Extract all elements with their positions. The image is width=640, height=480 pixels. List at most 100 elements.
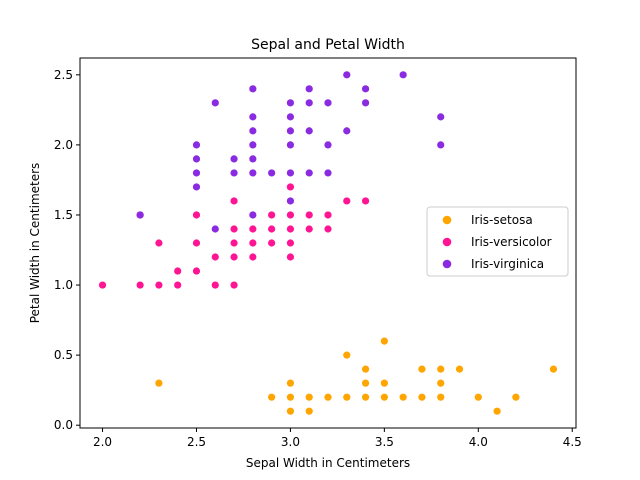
point-iris-virginica	[286, 197, 295, 205]
point-iris-virginica	[249, 155, 257, 163]
x-tick-label: 3.5	[375, 435, 394, 449]
point-iris-virginica	[305, 85, 313, 93]
point-iris-versicolor	[230, 281, 238, 289]
point-iris-virginica	[211, 99, 219, 107]
point-iris-versicolor	[249, 225, 257, 233]
point-iris-virginica	[249, 127, 257, 135]
point-iris-setosa	[437, 393, 445, 401]
point-iris-virginica	[324, 99, 332, 107]
point-iris-virginica	[305, 99, 313, 107]
point-iris-virginica	[230, 169, 238, 177]
point-iris-setosa	[361, 393, 370, 401]
point-iris-setosa	[155, 379, 163, 387]
point-iris-versicolor	[230, 197, 238, 205]
y-axis: 0.0 0.5 1.0 1.5 2.0 2.5	[54, 68, 80, 432]
point-iris-versicolor	[286, 253, 295, 261]
point-iris-virginica	[268, 169, 276, 177]
point-iris-versicolor	[268, 211, 276, 219]
point-iris-virginica	[249, 113, 257, 121]
point-iris-setosa	[437, 379, 445, 387]
legend-marker-iris-versicolor	[442, 237, 452, 247]
point-iris-virginica	[249, 85, 257, 93]
point-iris-versicolor	[155, 281, 163, 289]
point-iris-virginica	[324, 169, 332, 177]
point-iris-setosa	[286, 407, 295, 415]
point-iris-virginica	[192, 141, 201, 149]
point-iris-setosa	[268, 393, 276, 401]
point-iris-setosa	[361, 379, 370, 387]
point-iris-versicolor	[286, 239, 295, 247]
point-iris-virginica	[249, 211, 257, 219]
point-iris-versicolor	[230, 239, 238, 247]
point-iris-versicolor	[343, 197, 351, 205]
point-iris-versicolor	[211, 253, 219, 261]
point-iris-virginica	[305, 169, 313, 177]
point-iris-versicolor	[249, 253, 257, 261]
legend: Iris-setosa Iris-versicolor Iris-virginica	[426, 206, 569, 277]
point-iris-setosa	[493, 407, 501, 415]
point-iris-virginica	[286, 113, 295, 121]
point-iris-setosa	[324, 393, 332, 401]
point-iris-virginica	[286, 99, 295, 107]
point-iris-setosa	[512, 393, 520, 401]
point-iris-virginica	[361, 99, 370, 107]
point-iris-setosa	[399, 393, 407, 401]
point-iris-virginica	[286, 141, 295, 149]
point-iris-virginica	[437, 141, 445, 149]
point-iris-versicolor	[98, 281, 107, 289]
point-iris-versicolor	[136, 281, 144, 289]
point-iris-versicolor	[268, 239, 276, 247]
point-iris-virginica	[192, 183, 201, 191]
point-iris-versicolor	[230, 225, 238, 233]
point-iris-setosa	[437, 365, 445, 373]
point-iris-virginica	[361, 85, 370, 93]
y-axis-label: Petal Width in Centimeters	[28, 163, 42, 324]
point-iris-versicolor	[174, 267, 182, 275]
point-iris-virginica	[343, 71, 351, 79]
point-iris-virginica	[211, 225, 219, 233]
y-tick-label: 2.0	[54, 138, 73, 152]
point-iris-virginica	[249, 141, 257, 149]
point-iris-setosa	[418, 365, 426, 373]
point-iris-setosa	[343, 393, 351, 401]
point-iris-versicolor	[286, 211, 295, 219]
point-iris-versicolor	[211, 281, 219, 289]
x-tick-label: 2.0	[93, 435, 112, 449]
data-points	[98, 71, 558, 415]
y-tick-label: 0.0	[54, 418, 73, 432]
point-iris-setosa	[455, 365, 464, 373]
legend-label-iris-versicolor: Iris-versicolor	[471, 235, 552, 249]
point-iris-setosa	[380, 379, 388, 387]
point-iris-setosa	[343, 351, 351, 359]
x-axis: 2.0 2.5 3.0 3.5 4.0 4.5	[93, 428, 582, 449]
x-tick-label: 4.5	[563, 435, 582, 449]
legend-label-iris-setosa: Iris-setosa	[471, 213, 533, 227]
point-iris-setosa	[305, 407, 313, 415]
y-tick-label: 1.5	[54, 208, 73, 222]
point-iris-virginica	[192, 169, 201, 177]
point-iris-versicolor	[361, 197, 370, 205]
point-iris-setosa	[549, 365, 558, 373]
point-iris-versicolor	[324, 225, 332, 233]
point-iris-versicolor	[192, 211, 201, 219]
point-iris-setosa	[380, 393, 388, 401]
legend-marker-iris-virginica	[442, 259, 452, 269]
point-iris-versicolor	[192, 239, 201, 247]
point-iris-virginica	[192, 155, 201, 163]
point-iris-versicolor	[324, 211, 332, 219]
point-iris-setosa	[286, 393, 295, 401]
point-iris-virginica	[286, 169, 295, 177]
legend-marker-iris-setosa	[442, 215, 452, 225]
point-iris-setosa	[361, 365, 370, 373]
x-tick-label: 3.0	[281, 435, 300, 449]
point-iris-setosa	[286, 379, 295, 387]
point-iris-setosa	[380, 337, 388, 345]
point-iris-virginica	[399, 71, 407, 79]
point-iris-versicolor	[305, 225, 313, 233]
plot-frame	[79, 57, 577, 429]
point-iris-virginica	[305, 127, 313, 135]
point-iris-versicolor	[305, 211, 313, 219]
point-iris-versicolor	[286, 225, 295, 233]
point-iris-virginica	[249, 169, 257, 177]
